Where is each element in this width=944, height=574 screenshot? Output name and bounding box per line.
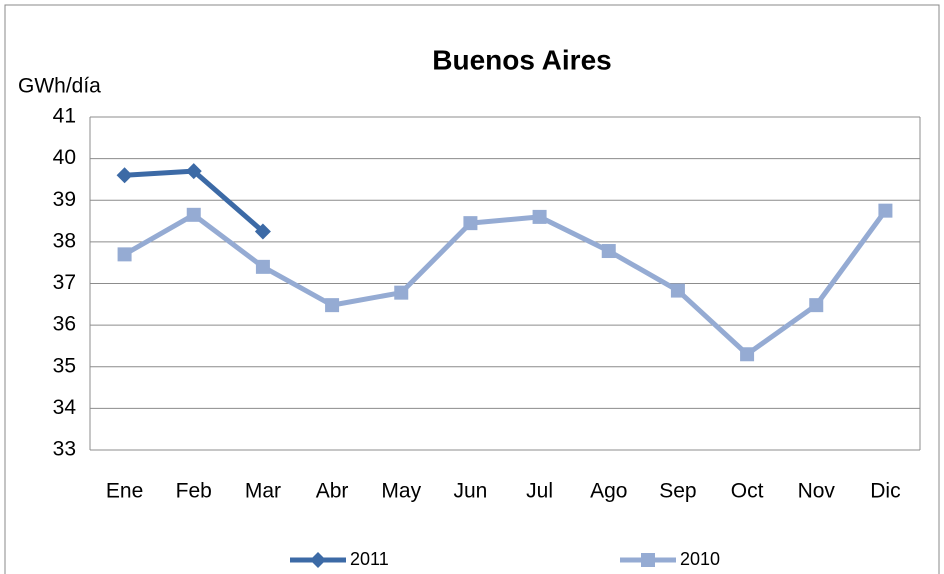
- marker: [255, 259, 270, 274]
- y-tick-label: 40: [53, 146, 76, 169]
- marker: [601, 244, 616, 259]
- marker: [185, 163, 202, 180]
- series-line: [123, 209, 888, 357]
- y-tick-label: 41: [53, 105, 76, 128]
- chart-frame: [4, 4, 940, 574]
- x-tick-label: Oct: [731, 480, 764, 503]
- marker: [809, 298, 824, 313]
- x-tick-label: Jul: [526, 480, 553, 503]
- legend-label: 2011: [350, 549, 389, 569]
- x-tick-label: Ene: [106, 480, 143, 503]
- x-tick-label: Dic: [870, 480, 900, 503]
- x-tick-label: Jun: [453, 480, 487, 503]
- y-axis-label: GWh/día: [18, 75, 101, 98]
- y-tick-label: 33: [53, 438, 76, 461]
- x-tick-label: Ago: [590, 480, 627, 503]
- marker: [878, 203, 893, 218]
- y-tick-label: 35: [53, 354, 76, 377]
- marker: [394, 285, 409, 300]
- y-tick-label: 38: [53, 229, 76, 252]
- legend-marker: [641, 553, 655, 567]
- legend-marker: [310, 552, 326, 568]
- x-tick-label: Sep: [659, 480, 696, 503]
- y-tick-label: 34: [53, 396, 77, 419]
- y-tick-label: 39: [53, 188, 76, 211]
- marker: [186, 207, 201, 222]
- x-tick-label: May: [381, 480, 421, 503]
- marker: [463, 216, 478, 231]
- x-tick-label: Nov: [798, 480, 836, 503]
- x-tick-label: Abr: [316, 480, 349, 503]
- marker: [740, 347, 755, 362]
- y-tick-label: 37: [53, 271, 76, 294]
- marker: [117, 247, 132, 262]
- marker: [325, 298, 340, 313]
- marker: [116, 167, 133, 184]
- marker: [532, 209, 547, 224]
- chart-title: Buenos Aires: [432, 44, 611, 75]
- marker: [254, 223, 271, 240]
- x-tick-label: Feb: [176, 480, 212, 503]
- x-tick-label: Mar: [245, 480, 281, 503]
- y-tick-label: 36: [53, 313, 76, 336]
- legend-label: 2010: [680, 549, 720, 569]
- marker: [670, 283, 685, 298]
